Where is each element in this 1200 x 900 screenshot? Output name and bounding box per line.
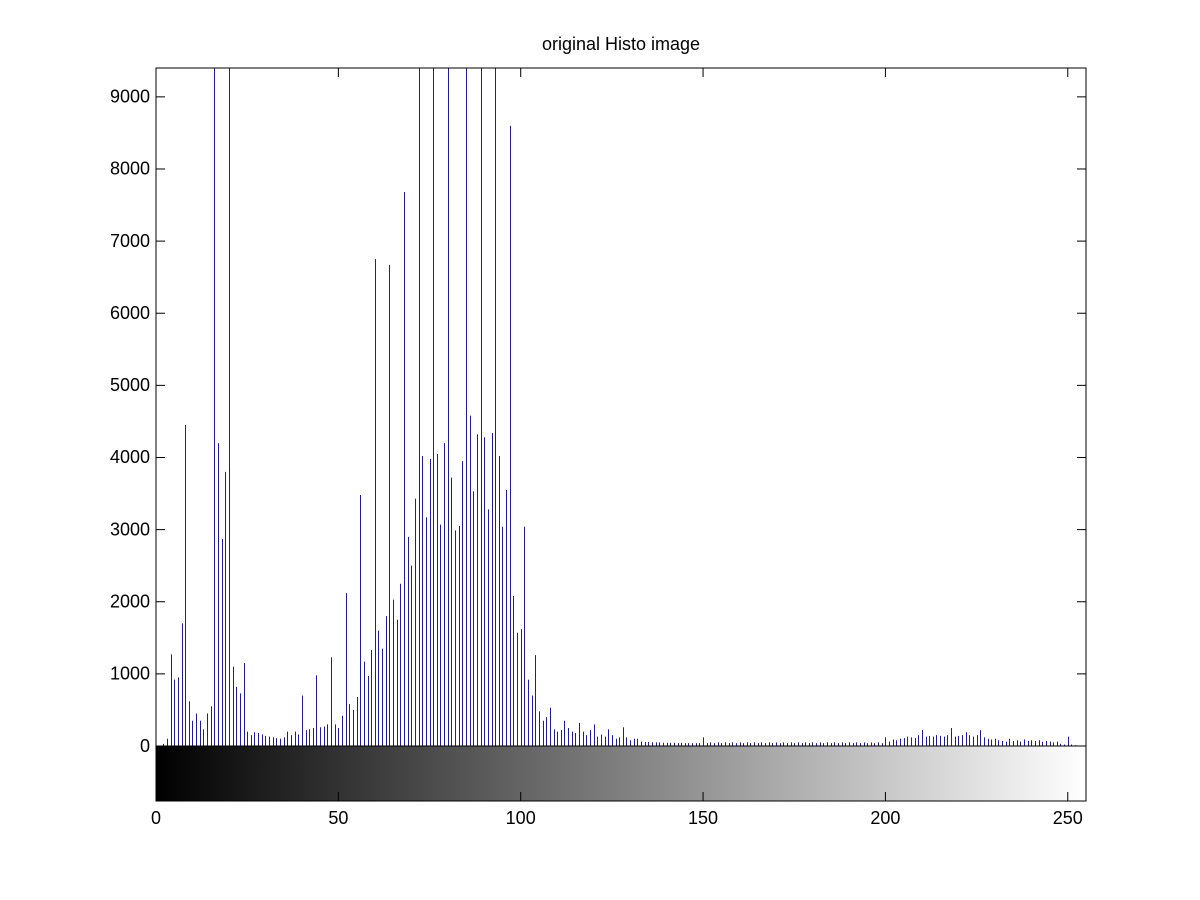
y-tick-label: 1000	[110, 664, 150, 684]
y-tick-label: 2000	[110, 591, 150, 611]
x-tick-label: 200	[870, 808, 900, 828]
y-tick-label: 6000	[110, 303, 150, 323]
x-tick-label: 150	[688, 808, 718, 828]
y-tick-label: 8000	[110, 159, 150, 179]
y-tick-label: 4000	[110, 447, 150, 467]
y-tick-label: 9000	[110, 87, 150, 107]
y-tick-label: 7000	[110, 231, 150, 251]
axes-frame	[155, 67, 1087, 802]
chart-title: original Histo image	[542, 34, 700, 54]
y-tick-label: 0	[140, 736, 150, 756]
y-tick-label: 5000	[110, 375, 150, 395]
stems	[163, 68, 1083, 746]
y-tick-label: 3000	[110, 519, 150, 539]
x-tick-label: 0	[151, 808, 161, 828]
colorbar	[156, 746, 1086, 801]
x-tick-label: 100	[506, 808, 536, 828]
x-tick-label: 250	[1053, 808, 1083, 828]
x-tick-label: 50	[328, 808, 348, 828]
